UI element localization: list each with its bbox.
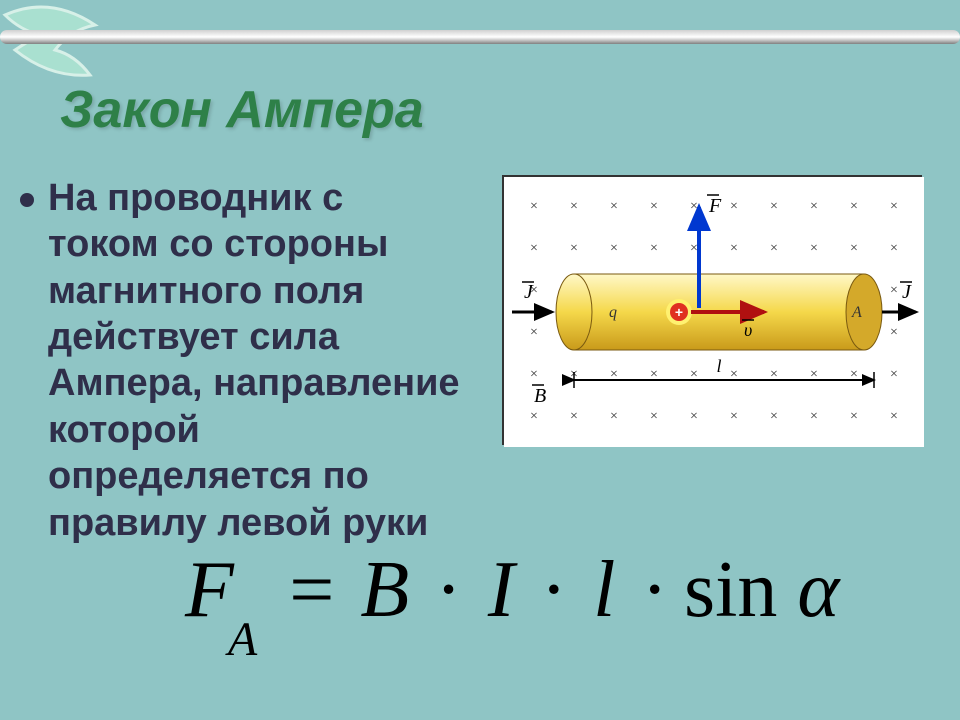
formula-B: B xyxy=(360,546,409,634)
svg-text:l: l xyxy=(716,356,721,376)
svg-text:+: + xyxy=(675,304,683,320)
svg-text:×: × xyxy=(650,199,658,214)
slide-title: Закон Ампера xyxy=(60,80,424,140)
svg-text:×: × xyxy=(570,199,578,214)
svg-text:×: × xyxy=(890,325,898,340)
svg-text:×: × xyxy=(730,241,738,256)
formula-dot1: · xyxy=(435,546,462,634)
svg-text:×: × xyxy=(850,199,858,214)
formula-sin: sin xyxy=(684,546,777,634)
svg-text:×: × xyxy=(730,199,738,214)
svg-text:×: × xyxy=(530,409,538,424)
svg-text:×: × xyxy=(530,199,538,214)
swoosh-icon xyxy=(0,0,140,90)
svg-text:×: × xyxy=(610,409,618,424)
svg-text:×: × xyxy=(850,241,858,256)
diagram-svg: ××××××××××××××××××××××××××××××××××××××××… xyxy=(504,177,924,447)
svg-text:×: × xyxy=(810,199,818,214)
svg-text:×: × xyxy=(530,241,538,256)
svg-text:×: × xyxy=(650,241,658,256)
svg-text:×: × xyxy=(570,409,578,424)
svg-text:×: × xyxy=(850,409,858,424)
formula: FA = B · I · l ·sin α xyxy=(185,545,839,645)
physics-diagram: ××××××××××××××××××××××××××××××××××××××××… xyxy=(502,175,922,445)
formula-lhs: F xyxy=(185,546,234,634)
svg-text:×: × xyxy=(770,199,778,214)
svg-text:×: × xyxy=(770,241,778,256)
formula-subscript: A xyxy=(228,613,257,666)
svg-text:B: B xyxy=(534,385,546,407)
svg-text:×: × xyxy=(610,241,618,256)
formula-l: l xyxy=(593,546,615,634)
svg-text:×: × xyxy=(810,409,818,424)
body-text: На проводник с током со стороны магнитно… xyxy=(20,175,460,546)
svg-text:×: × xyxy=(690,199,698,214)
svg-text:υ: υ xyxy=(744,320,752,340)
horizontal-bar xyxy=(0,30,960,44)
top-decoration xyxy=(0,0,960,80)
svg-text:×: × xyxy=(690,241,698,256)
svg-text:F: F xyxy=(708,195,722,217)
svg-text:×: × xyxy=(730,409,738,424)
svg-text:×: × xyxy=(610,199,618,214)
svg-text:×: × xyxy=(890,409,898,424)
formula-eq: = xyxy=(289,546,334,634)
formula-alpha: α xyxy=(797,546,839,634)
formula-dot3: · xyxy=(641,546,668,634)
svg-text:×: × xyxy=(690,409,698,424)
slide: Закон Ампера На проводник с током со сто… xyxy=(0,0,960,720)
bullet-item: На проводник с током со стороны магнитно… xyxy=(20,175,460,546)
svg-text:×: × xyxy=(810,241,818,256)
bullet-dot-icon xyxy=(20,193,34,207)
svg-text:×: × xyxy=(890,367,898,382)
svg-text:A: A xyxy=(851,304,862,321)
svg-text:×: × xyxy=(530,367,538,382)
body-content: На проводник с током со стороны магнитно… xyxy=(48,175,460,546)
formula-dot2: · xyxy=(540,546,567,634)
svg-text:q: q xyxy=(609,304,617,321)
svg-text:J: J xyxy=(524,281,534,303)
svg-text:×: × xyxy=(770,409,778,424)
svg-text:J: J xyxy=(902,281,912,303)
svg-text:×: × xyxy=(890,199,898,214)
svg-text:×: × xyxy=(650,409,658,424)
svg-text:×: × xyxy=(890,283,898,298)
svg-text:×: × xyxy=(570,241,578,256)
svg-text:×: × xyxy=(890,241,898,256)
svg-text:×: × xyxy=(530,325,538,340)
formula-I: I xyxy=(488,546,515,634)
